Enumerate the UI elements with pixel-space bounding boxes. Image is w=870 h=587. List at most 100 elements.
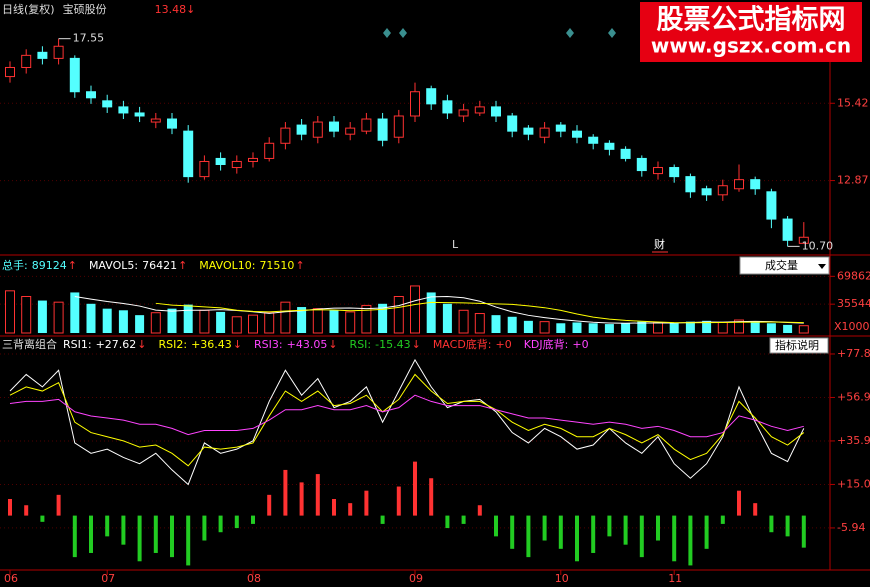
candle-body bbox=[636, 157, 647, 172]
bar bbox=[53, 301, 64, 334]
bar bbox=[656, 515, 660, 541]
legend-value: +0 bbox=[572, 338, 588, 351]
candle-body bbox=[37, 51, 48, 59]
candle-body bbox=[474, 106, 485, 114]
legend-name: KDJ底背: bbox=[524, 337, 569, 351]
bar bbox=[102, 308, 112, 333]
extreme-label: 17.55 bbox=[73, 32, 105, 45]
bar bbox=[704, 515, 709, 549]
bar bbox=[329, 310, 339, 333]
bar bbox=[688, 515, 693, 566]
legend-name: RSI2: bbox=[159, 338, 188, 351]
bar bbox=[167, 308, 177, 333]
y-tick-label: +35.96 bbox=[837, 434, 870, 447]
bar bbox=[105, 515, 110, 537]
bar bbox=[183, 304, 193, 333]
candle-body bbox=[280, 127, 291, 144]
bar bbox=[785, 515, 790, 537]
bar bbox=[216, 311, 226, 333]
bar bbox=[153, 515, 158, 553]
candle-body bbox=[717, 185, 728, 196]
candle-body bbox=[523, 127, 534, 135]
bar bbox=[801, 515, 806, 548]
candle-body bbox=[231, 160, 242, 169]
bar bbox=[734, 319, 744, 334]
legend-name: RSI1: bbox=[63, 338, 92, 351]
bar bbox=[218, 515, 223, 533]
bar bbox=[556, 323, 566, 333]
bar bbox=[783, 324, 793, 333]
bar bbox=[442, 303, 452, 333]
candle-body bbox=[750, 179, 761, 190]
bar bbox=[672, 515, 677, 562]
candle-body bbox=[539, 127, 550, 138]
legend-arrow: ↓ bbox=[412, 338, 421, 351]
candle-body bbox=[491, 106, 501, 117]
y-tick-label: 35544 bbox=[837, 297, 870, 310]
legend-value: +0 bbox=[496, 338, 512, 351]
dropdown-arrow[interactable] bbox=[818, 264, 826, 269]
stock-name: 宝硕股份 bbox=[63, 2, 107, 16]
bar bbox=[477, 505, 482, 516]
x-tick-label: 07 bbox=[101, 572, 115, 585]
legend-name: MACD底背: bbox=[433, 337, 492, 351]
indicator-selector-label[interactable]: 成交量 bbox=[765, 258, 798, 272]
bar bbox=[474, 313, 485, 334]
bar bbox=[118, 310, 128, 333]
candle-body bbox=[620, 148, 631, 159]
candle-body bbox=[361, 118, 372, 132]
bar bbox=[491, 315, 501, 333]
help-button-label[interactable]: 指标说明 bbox=[775, 338, 819, 352]
bar bbox=[461, 515, 466, 524]
bar bbox=[231, 316, 242, 334]
candle-body bbox=[701, 188, 712, 196]
bar bbox=[70, 292, 80, 333]
bar bbox=[86, 303, 96, 333]
candle-body bbox=[345, 127, 356, 135]
indicator-title: 三背离组合 bbox=[2, 337, 57, 351]
candle-body bbox=[53, 45, 64, 59]
y-tick-label: 69862 bbox=[837, 269, 870, 282]
legend-name: RSI3: bbox=[254, 338, 283, 351]
bar bbox=[798, 325, 809, 334]
legend-name: MAVOL5: bbox=[89, 259, 138, 272]
event-label: L bbox=[452, 238, 459, 251]
bar bbox=[312, 308, 323, 334]
bar bbox=[21, 295, 32, 334]
y-tick-label: +77.85 bbox=[837, 347, 870, 360]
bar bbox=[170, 515, 174, 558]
bar bbox=[378, 303, 388, 333]
y-tick-label: -5.94 bbox=[837, 521, 865, 534]
bar bbox=[248, 314, 258, 334]
current-price: 13.48↓ bbox=[155, 3, 196, 16]
x-tick-label: 06 bbox=[4, 572, 18, 585]
candle-body bbox=[555, 124, 566, 132]
candle-body bbox=[798, 236, 809, 244]
candle-body bbox=[264, 142, 275, 159]
event-icon bbox=[399, 28, 407, 38]
bar bbox=[234, 515, 239, 529]
x-tick-label: 09 bbox=[409, 572, 423, 585]
candle-body bbox=[572, 130, 582, 138]
legend-arrow: ↓ bbox=[137, 338, 146, 351]
candle-body bbox=[410, 91, 420, 117]
event-label: 财 bbox=[654, 237, 665, 251]
candle-body bbox=[734, 179, 744, 190]
indicator-selector[interactable] bbox=[739, 256, 830, 275]
candle-body bbox=[86, 91, 96, 99]
bar bbox=[604, 324, 614, 333]
help-button[interactable] bbox=[769, 337, 829, 354]
series-line bbox=[9, 394, 804, 438]
period-label: 日线(复权) bbox=[2, 2, 55, 16]
legend-name: RSI: bbox=[350, 338, 372, 351]
bar bbox=[199, 309, 210, 334]
candle-body bbox=[458, 109, 469, 117]
y-tick-label: +15.01 bbox=[837, 477, 870, 490]
candle-body bbox=[199, 160, 210, 178]
y-tick-label: 12.87 bbox=[837, 174, 869, 187]
bar bbox=[137, 515, 142, 562]
bar bbox=[766, 323, 776, 333]
bar bbox=[150, 312, 161, 334]
x-tick-label: 11 bbox=[668, 572, 682, 585]
